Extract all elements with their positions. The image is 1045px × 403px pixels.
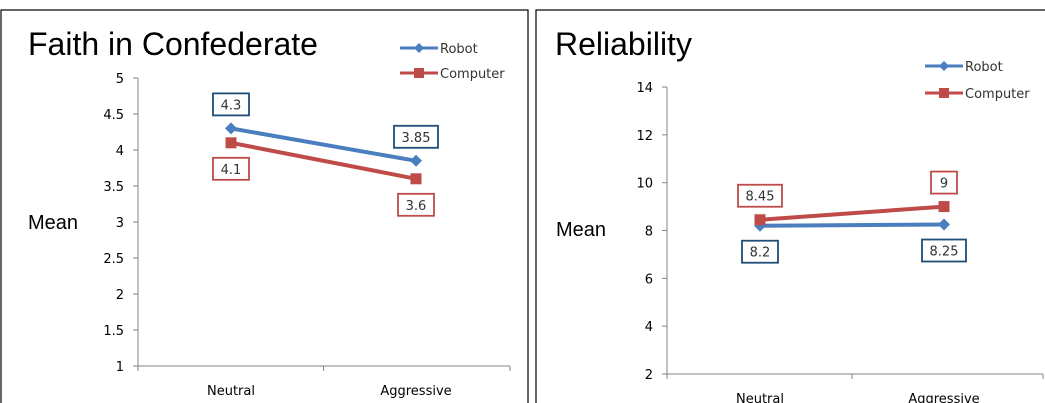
chart-2-x-tick-label: Neutral xyxy=(736,392,784,403)
chart-1-y-tick-label: 3 xyxy=(116,216,124,231)
panel-right-border xyxy=(535,9,1045,403)
chart-2-y-tick-label: 14 xyxy=(636,81,653,96)
chart-1-legend-label-computer: Computer xyxy=(440,67,505,82)
chart-2-y-tick-label: 2 xyxy=(645,368,653,383)
chart-1-data-label-box xyxy=(397,192,435,217)
chart-2-legend-marker xyxy=(939,88,949,98)
chart-1-legend-label-robot: Robot xyxy=(440,42,478,57)
chart-2-y-axis-label: Mean xyxy=(556,219,606,241)
chart-1-y-tick-label: 1 xyxy=(116,360,124,375)
chart-2-data-label: 9 xyxy=(940,177,948,192)
chart-1-y-tick-label: 1.5 xyxy=(103,324,124,339)
chart-1-data-label: 4.3 xyxy=(221,98,242,113)
chart-1-legend-marker xyxy=(414,68,424,78)
chart-2-plot: 2 4 6 8 10 12 14 Neutral Aggressive 8.2 8.25 Robot 8… xyxy=(636,60,1044,403)
chart-1-title: Faith in Confederate xyxy=(28,26,318,62)
chart-2-data-label-box xyxy=(737,183,783,208)
chart-1-y-tick-label: 4 xyxy=(116,144,124,159)
chart-2-title: Reliability xyxy=(555,26,692,62)
chart-2-point-computer xyxy=(938,201,950,213)
chart-1-x-tick-label: Aggressive xyxy=(380,384,451,399)
chart-2-legend-marker xyxy=(939,61,949,71)
chart-1-data-label-box xyxy=(393,124,439,149)
chart-1-x-tick-label: Neutral xyxy=(207,384,255,399)
chart-1-point-computer xyxy=(225,137,237,149)
chart-1-data-label-box xyxy=(212,92,250,117)
chart-1-data-label: 4.1 xyxy=(221,163,242,178)
chart-1-y-tick-label: 5 xyxy=(116,72,124,87)
chart-2-legend-label-robot: Robot xyxy=(965,60,1003,75)
chart-1-y-axis-label: Mean xyxy=(28,212,78,234)
chart-1-y-tick-label: 4.5 xyxy=(103,108,124,123)
chart-2-data-label-box xyxy=(921,238,967,263)
chart-2-y-tick-label: 10 xyxy=(636,177,653,192)
chart-2-data-label-box xyxy=(741,239,779,264)
chart-1-series-line-computer xyxy=(230,140,417,181)
chart-2-legend-label-computer: Computer xyxy=(965,87,1030,102)
chart-2-data-label-box xyxy=(930,170,958,195)
chart-2-y-tick-label: 12 xyxy=(636,129,653,144)
chart-2-x-tick-label: Aggressive xyxy=(908,392,979,403)
chart-2-y-tick-label: 8 xyxy=(645,225,653,240)
chart-1-data-label: 3.6 xyxy=(406,199,427,214)
chart-1-series-line-robot xyxy=(230,126,417,163)
chart-2-series-line-computer xyxy=(759,204,945,222)
chart-1-point-robot xyxy=(225,122,237,135)
chart-1-point-robot xyxy=(410,154,422,167)
chart-1-y-tick-label: 2.5 xyxy=(103,252,124,267)
chart-1-y-tick-label: 3.5 xyxy=(103,180,124,195)
chart-2-point-robot xyxy=(938,218,950,231)
chart-1-plot: 1 1.5 2 2.5 3 3.5 4 4.5 5 Neutral Aggressive 4.3 3.8… xyxy=(103,42,511,399)
chart-2-data-label: 8.45 xyxy=(746,190,775,205)
panel-left-border xyxy=(0,9,529,403)
chart-1-y-tick-label: 2 xyxy=(116,288,124,303)
chart-2-y-tick-label: 6 xyxy=(645,272,653,287)
chart-1-data-label: 3.85 xyxy=(402,131,431,146)
chart-1-data-label-box xyxy=(212,156,250,181)
chart-2-y-tick-label: 4 xyxy=(645,320,653,335)
chart-1-legend-marker xyxy=(414,43,424,53)
chart-2-data-label: 8.25 xyxy=(930,245,959,260)
chart-1-point-computer xyxy=(410,173,422,185)
chart-2-series-line-robot xyxy=(759,222,945,228)
chart-2-data-label: 8.2 xyxy=(750,246,771,261)
chart-2-point-computer xyxy=(754,214,766,226)
